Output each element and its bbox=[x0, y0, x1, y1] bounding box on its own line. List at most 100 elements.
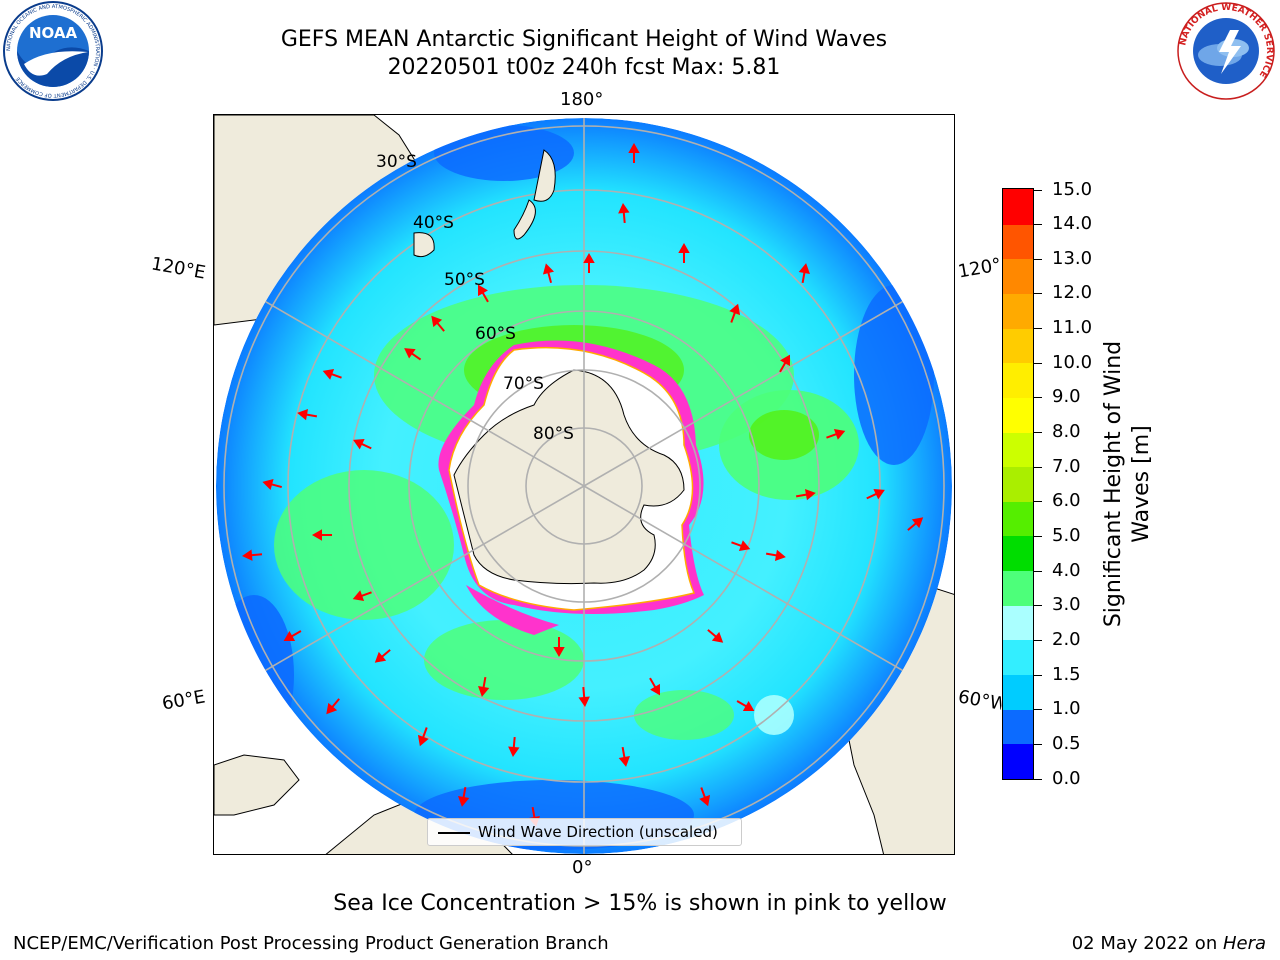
colorbar-segment bbox=[1003, 293, 1033, 329]
wind-wave-arrow bbox=[795, 489, 816, 501]
wind-wave-arrow bbox=[242, 549, 263, 561]
noaa-logo: NOAA NATIONAL OCEANIC AND ATMOSPHERIC AD… bbox=[3, 1, 103, 101]
colorbar-tick-label: 8.0 bbox=[1052, 421, 1081, 443]
colorbar-tick-label: 15.0 bbox=[1052, 178, 1093, 200]
wind-wave-arrow bbox=[262, 478, 282, 491]
wind-wave-arrow bbox=[578, 686, 590, 707]
footer-credit: NCEP/EMC/Verification Post Processing Pr… bbox=[13, 933, 609, 954]
lon-label-180: 180° bbox=[560, 89, 604, 110]
lat-label-50s: 50°S bbox=[444, 270, 485, 290]
colorbar-segment bbox=[1003, 431, 1033, 468]
wind-wave-arrow bbox=[907, 517, 924, 531]
wind-wave-arrow bbox=[417, 727, 429, 747]
wind-wave-arrow bbox=[618, 203, 630, 224]
colorbar-segment bbox=[1003, 674, 1033, 710]
polar-map-svg bbox=[214, 115, 954, 854]
legend-line-swatch bbox=[438, 832, 470, 834]
lat-label-30s: 30°S bbox=[376, 152, 417, 172]
colorbar-segment bbox=[1003, 743, 1033, 779]
wind-wave-arrow bbox=[322, 368, 342, 380]
wind-wave-arrow bbox=[311, 529, 332, 541]
wind-wave-arrow bbox=[326, 698, 340, 715]
chart-subtitle: 20220501 t00z 240h fcst Max: 5.81 bbox=[387, 55, 781, 80]
wind-wave-arrow bbox=[583, 252, 595, 273]
colorbar-segment bbox=[1003, 466, 1033, 502]
colorbar-segment bbox=[1003, 328, 1033, 364]
colorbar-segment bbox=[1003, 397, 1033, 433]
wind-wave-arrow bbox=[731, 540, 751, 552]
colorbar-tick-label: 3.0 bbox=[1052, 594, 1081, 616]
lon-label-120e: 120°E bbox=[149, 253, 208, 284]
colorbar-tick bbox=[1034, 362, 1042, 364]
wave-peak-south-pacific bbox=[749, 410, 819, 460]
chart-title: GEFS MEAN Antarctic Significant Height o… bbox=[280, 27, 888, 52]
colorbar-segment bbox=[1003, 258, 1033, 294]
colorbar-segment bbox=[1003, 639, 1033, 676]
colorbar-tick bbox=[1034, 674, 1042, 676]
colorbar-tick-label: 12.0 bbox=[1052, 282, 1093, 304]
footer-date-text: 02 May 2022 on bbox=[1071, 933, 1223, 954]
wind-wave-arrow bbox=[826, 428, 846, 440]
wind-wave-arrow bbox=[798, 263, 810, 284]
lat-label-60s: 60°S bbox=[475, 324, 516, 344]
wind-wave-arrow bbox=[374, 649, 391, 663]
colorbar-tick bbox=[1034, 466, 1042, 468]
wind-wave-arrows bbox=[242, 142, 924, 827]
colorbar-tick-label: 4.0 bbox=[1052, 559, 1081, 581]
wind-wave-arrow bbox=[542, 263, 555, 283]
colorbar-tick-label: 0.5 bbox=[1052, 732, 1081, 754]
colorbar-segment bbox=[1003, 501, 1033, 537]
wind-wave-arrow bbox=[628, 142, 640, 163]
colorbar-tick bbox=[1034, 293, 1042, 295]
colorbar-tick-label: 9.0 bbox=[1052, 386, 1081, 408]
colorbar-tick-label: 1.0 bbox=[1052, 698, 1081, 720]
wind-wave-arrow bbox=[699, 787, 711, 807]
wind-wave-arrow bbox=[553, 637, 565, 658]
noaa-logo-text: NOAA bbox=[29, 24, 78, 42]
map-legend: Wind Wave Direction (unscaled) bbox=[427, 818, 742, 846]
wind-wave-arrow bbox=[618, 746, 630, 767]
lat-label-40s: 40°S bbox=[413, 213, 454, 233]
low-wave-patch-west bbox=[216, 595, 294, 755]
wave-belt-atlantic bbox=[634, 690, 734, 740]
tasmania-land bbox=[413, 232, 435, 258]
wind-wave-arrow bbox=[736, 700, 755, 712]
colorbar-title-line2: Waves [m] bbox=[1129, 425, 1154, 543]
colorbar-tick bbox=[1034, 328, 1042, 330]
colorbar-tick bbox=[1034, 778, 1042, 780]
colorbar-tick-label: 10.0 bbox=[1052, 351, 1093, 373]
colorbar-tick bbox=[1034, 570, 1042, 572]
new-zealand-south-land bbox=[513, 199, 536, 240]
colorbar-tick bbox=[1034, 535, 1042, 537]
wind-wave-arrow bbox=[678, 242, 690, 263]
lon-label-60w: 60°W bbox=[956, 686, 1004, 715]
wind-wave-arrow bbox=[765, 549, 786, 561]
colorbar-segment bbox=[1003, 570, 1033, 606]
colorbar-tick-label: 0.0 bbox=[1052, 767, 1081, 789]
colorbar-segment bbox=[1003, 535, 1033, 572]
colorbar-segment bbox=[1003, 605, 1033, 641]
colorbar-tick bbox=[1034, 709, 1042, 711]
lat-label-80s: 80°S bbox=[533, 424, 574, 444]
madagascar-land bbox=[214, 754, 300, 816]
colorbar-tick bbox=[1034, 397, 1042, 399]
lon-label-0: 0° bbox=[572, 857, 593, 878]
low-wave-patch-east bbox=[854, 285, 934, 465]
wind-wave-arrow bbox=[283, 630, 302, 642]
wave-belt-indian bbox=[274, 470, 454, 620]
footer-host: Hera bbox=[1222, 933, 1266, 954]
colorbar-title-line1: Significant Height of Wind bbox=[1101, 340, 1126, 628]
wave-belt-south-indian bbox=[424, 620, 584, 700]
footer-date: 02 May 2022 on Hera bbox=[1072, 933, 1266, 954]
wind-wave-arrow bbox=[478, 676, 490, 697]
colorbar-tick bbox=[1034, 432, 1042, 434]
colorbar-tick bbox=[1034, 501, 1042, 503]
graticule bbox=[216, 118, 952, 854]
lat-label-70s: 70°S bbox=[503, 374, 544, 394]
wind-wave-arrow bbox=[508, 736, 520, 757]
colorbar-tick-label: 14.0 bbox=[1052, 213, 1093, 235]
wind-wave-arrow bbox=[431, 315, 445, 332]
colorbar-tick-label: 5.0 bbox=[1052, 524, 1081, 546]
colorbar-segment bbox=[1003, 362, 1033, 398]
colorbar-tick bbox=[1034, 224, 1042, 226]
